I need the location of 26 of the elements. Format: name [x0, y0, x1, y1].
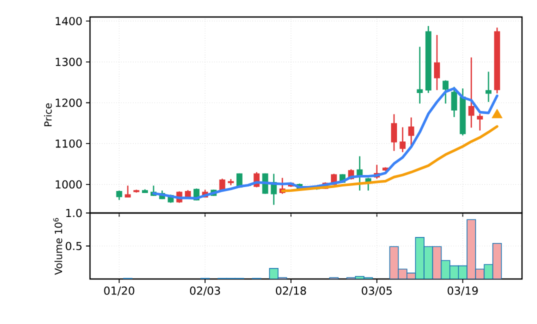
y-tick-label: 0.5: [66, 242, 82, 250]
candlestick: [486, 71, 492, 103]
candlestick: [451, 86, 458, 118]
candlestick: [416, 46, 423, 104]
y-tick-label: 1000: [56, 180, 82, 189]
y-tick-label: 1.0: [66, 208, 82, 218]
candlestick: [434, 34, 440, 91]
y-axis-title: Price: [44, 103, 52, 126]
y-axis-title: Volume 10$^{6}$: [53, 218, 62, 275]
y-tick-label: 1200: [56, 98, 82, 107]
x-tick-label: 03/19: [448, 286, 478, 296]
x-tick-label: 03/05: [362, 286, 392, 296]
candlestick: [468, 56, 474, 128]
y-tick-label: 1300: [56, 58, 82, 66]
x-tick-label: 02/18: [276, 286, 306, 296]
x-tick-label: 01/20: [104, 286, 134, 296]
candlestick: [408, 116, 414, 148]
candlestick: [476, 113, 483, 132]
candlestick: [124, 184, 131, 198]
y-tick-label: 1100: [56, 139, 82, 148]
candlestick: [116, 190, 122, 201]
y-tick-label: 1400: [56, 16, 82, 26]
x-tick-label: 02/03: [190, 286, 220, 296]
candlestick: [442, 80, 449, 104]
candlestick: [391, 114, 398, 152]
candlestick: [400, 126, 406, 153]
